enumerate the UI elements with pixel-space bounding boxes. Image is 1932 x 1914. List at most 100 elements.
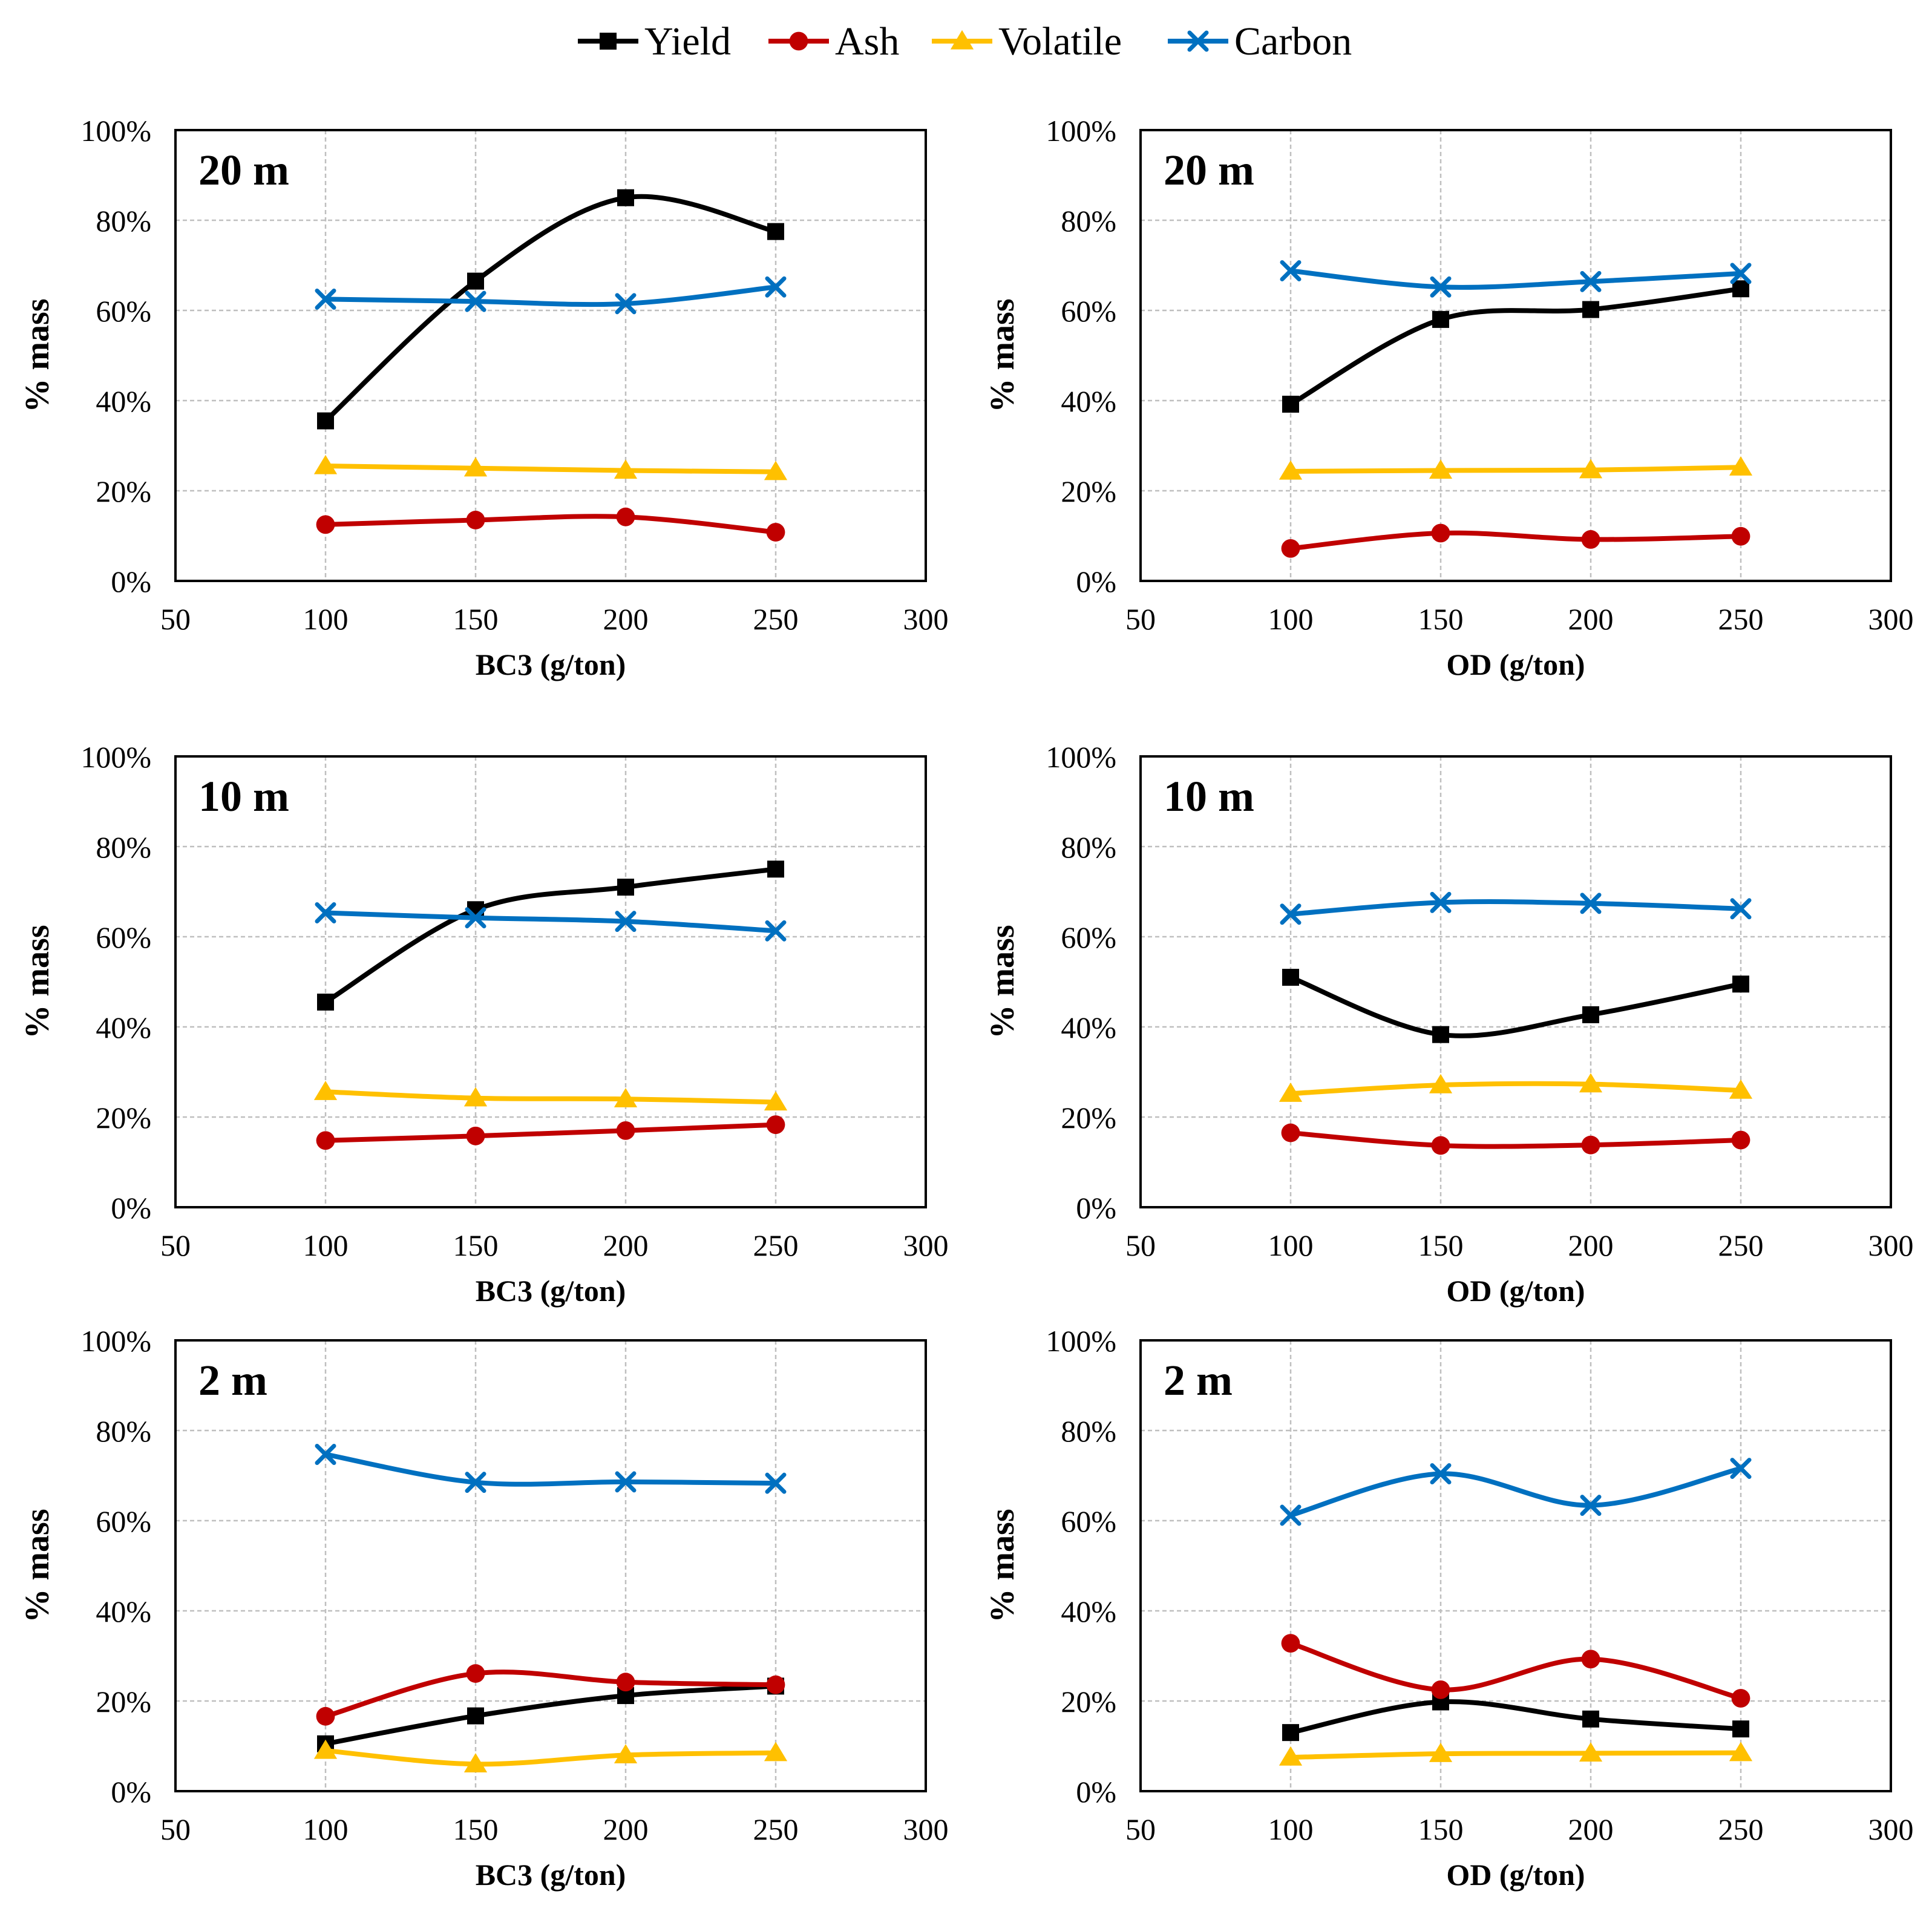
data-point-yield: [1582, 301, 1599, 318]
panel-title: 2 m: [198, 1356, 267, 1404]
legend-swatch-marker: [1187, 30, 1209, 52]
y-tick-label: 40%: [1061, 1011, 1116, 1044]
y-tick-label: 40%: [1061, 384, 1116, 418]
data-point-yield: [1732, 280, 1749, 298]
series-line-carbon: [325, 284, 776, 307]
gridlines: [1141, 1340, 1891, 1791]
x-tick-label: 50: [1125, 1812, 1156, 1846]
y-tick-label: 60%: [96, 920, 151, 954]
chart-panel-5: 0% 20% 40% 60% 80% 100% 50 100 150 200 250 300 BC3 (…: [19, 1324, 949, 1892]
series-ash: [1281, 523, 1750, 558]
series-carbon: [315, 902, 787, 942]
y-tick-label: 40%: [96, 384, 151, 418]
y-tick-label: 20%: [96, 474, 151, 508]
gridlines: [175, 756, 926, 1207]
x-tick-label: 250: [753, 1228, 799, 1262]
data-point-carbon: [1430, 891, 1452, 913]
data-point-yield: [1282, 969, 1299, 986]
x-axis-title: OD (g/ton): [1446, 1858, 1585, 1892]
x-tick-label: 200: [1568, 1228, 1614, 1262]
y-tick-label: 60%: [1061, 920, 1116, 954]
data-point-ash: [1581, 1135, 1600, 1155]
y-tick-label: 100%: [1046, 114, 1116, 148]
plot-frame: [1139, 129, 1892, 582]
x-tick-label: 250: [1718, 1812, 1764, 1846]
series-line-carbon: [1290, 268, 1741, 290]
panel-title: 10 m: [1164, 772, 1254, 821]
data-point-carbon: [1730, 898, 1752, 920]
data-point-ash: [616, 1673, 635, 1692]
chart-panels: 0% 20% 40% 60% 80% 100% 50 100 150 200 250 300 BC3 (…: [19, 114, 1914, 1892]
data-point-yield: [1582, 1710, 1599, 1728]
y-tick-label: 80%: [96, 204, 151, 238]
series-line-ash: [1290, 1130, 1741, 1149]
x-tick-label: 200: [603, 1812, 649, 1846]
data-point-volatile: [764, 1091, 788, 1111]
plot-frame: [1139, 755, 1892, 1208]
series-line-volatile: [1290, 465, 1741, 474]
data-point-volatile: [764, 1742, 788, 1762]
data-point-yield: [467, 272, 484, 290]
data-point-carbon: [765, 920, 787, 942]
legend-item-ash[interactable]: Ash: [768, 19, 899, 64]
data-point-carbon: [1580, 270, 1602, 292]
data-point-carbon: [465, 290, 486, 312]
y-tick-label: 80%: [1061, 830, 1116, 864]
legend-item-volatile[interactable]: Volatile: [932, 19, 1122, 64]
y-tick-label: 80%: [1061, 204, 1116, 238]
series-line-ash: [325, 514, 776, 535]
series-line-volatile: [325, 1748, 776, 1767]
data-point-volatile: [313, 1739, 338, 1759]
data-point-volatile: [313, 454, 338, 474]
data-point-ash: [616, 1121, 635, 1140]
data-point-volatile: [463, 1753, 488, 1772]
x-tick-label: 250: [1718, 1228, 1764, 1262]
y-axis-title: % mass: [19, 925, 56, 1038]
data-point-yield: [617, 189, 634, 206]
data-point-carbon: [615, 293, 637, 315]
chart-panel-2: 0% 20% 40% 60% 80% 100% 50 100 150 200 250 300 OD (g…: [984, 114, 1914, 681]
y-tick-label: 60%: [1061, 1504, 1116, 1538]
data-point-carbon: [1430, 276, 1452, 298]
plot-frame: [174, 129, 927, 582]
data-point-volatile: [313, 1081, 338, 1100]
series-ash: [316, 1664, 785, 1726]
y-tick-label: 0%: [111, 1191, 151, 1225]
y-tick-label: 0%: [111, 1775, 151, 1809]
y-tick-label: 20%: [96, 1101, 151, 1135]
series-line-volatile: [325, 464, 776, 474]
panel-title: 20 m: [198, 146, 289, 194]
legend-item-carbon[interactable]: Carbon: [1168, 19, 1352, 64]
chart-panel-1: 0% 20% 40% 60% 80% 100% 50 100 150 200 250 300 BC3 (…: [19, 114, 949, 681]
data-point-volatile: [614, 459, 638, 479]
x-tick-label: 50: [160, 1228, 191, 1262]
x-tick-label: 300: [1868, 602, 1914, 636]
y-tick-label: 60%: [96, 294, 151, 328]
data-point-ash: [766, 523, 785, 542]
data-point-carbon: [615, 1471, 637, 1493]
data-point-volatile: [614, 1744, 638, 1764]
data-point-carbon: [1730, 1458, 1752, 1480]
x-tick-label: 100: [1268, 1812, 1314, 1846]
x-tick-label: 50: [1125, 602, 1156, 636]
x-tick-label: 150: [453, 1812, 499, 1846]
data-point-carbon: [315, 902, 336, 924]
y-tick-label: 100%: [80, 740, 151, 774]
series-volatile: [313, 1081, 788, 1111]
data-point-ash: [616, 507, 635, 526]
legend-item-yield[interactable]: Yield: [578, 19, 731, 64]
y-tick-label: 40%: [96, 1011, 151, 1044]
data-point-volatile: [764, 460, 788, 480]
x-tick-label: 300: [1868, 1228, 1914, 1262]
data-point-ash: [316, 1706, 335, 1726]
series-yield: [1282, 280, 1749, 413]
x-tick-label: 50: [160, 602, 191, 636]
y-axis-title: % mass: [19, 298, 56, 412]
x-axis-title: OD (g/ton): [1446, 1274, 1585, 1308]
chart-panel-4: 0% 20% 40% 60% 80% 100% 50 100 150 200 250 300 OD (g…: [984, 740, 1914, 1308]
legend-label: Yield: [644, 19, 731, 64]
data-point-yield: [317, 994, 334, 1011]
data-point-ash: [466, 1126, 485, 1145]
y-tick-label: 100%: [1046, 740, 1116, 774]
x-tick-label: 150: [1418, 1812, 1464, 1846]
